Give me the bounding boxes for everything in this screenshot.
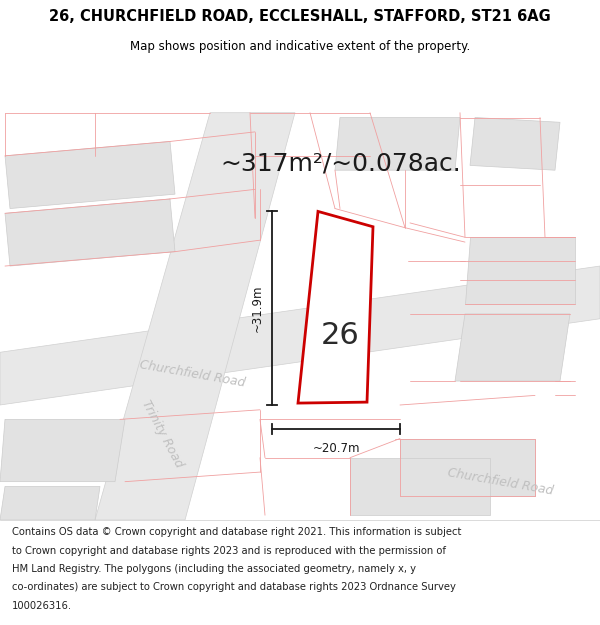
Text: Churchfield Road: Churchfield Road	[446, 466, 554, 498]
Polygon shape	[0, 419, 125, 482]
Polygon shape	[5, 199, 175, 266]
Text: Map shows position and indicative extent of the property.: Map shows position and indicative extent…	[130, 40, 470, 53]
Polygon shape	[465, 238, 575, 304]
Polygon shape	[455, 314, 570, 381]
Text: Contains OS data © Crown copyright and database right 2021. This information is : Contains OS data © Crown copyright and d…	[12, 528, 461, 538]
Text: 26, CHURCHFIELD ROAD, ECCLESHALL, STAFFORD, ST21 6AG: 26, CHURCHFIELD ROAD, ECCLESHALL, STAFFO…	[49, 9, 551, 24]
Text: 100026316.: 100026316.	[12, 601, 72, 611]
Text: ~31.9m: ~31.9m	[251, 284, 264, 332]
Polygon shape	[298, 211, 373, 403]
Polygon shape	[0, 266, 600, 405]
Text: ~317m²/~0.078ac.: ~317m²/~0.078ac.	[220, 151, 461, 176]
Polygon shape	[470, 118, 560, 170]
Polygon shape	[400, 439, 535, 496]
Text: 26: 26	[321, 321, 360, 351]
Text: Trinity Road: Trinity Road	[139, 398, 185, 470]
Polygon shape	[335, 118, 460, 170]
Polygon shape	[350, 458, 490, 515]
Polygon shape	[95, 112, 295, 520]
Text: Churchfield Road: Churchfield Road	[138, 359, 246, 390]
Text: ~20.7m: ~20.7m	[312, 442, 360, 456]
Text: HM Land Registry. The polygons (including the associated geometry, namely x, y: HM Land Registry. The polygons (includin…	[12, 564, 416, 574]
Polygon shape	[5, 141, 175, 209]
Polygon shape	[0, 486, 100, 520]
Text: co-ordinates) are subject to Crown copyright and database rights 2023 Ordnance S: co-ordinates) are subject to Crown copyr…	[12, 582, 456, 592]
Text: to Crown copyright and database rights 2023 and is reproduced with the permissio: to Crown copyright and database rights 2…	[12, 546, 446, 556]
